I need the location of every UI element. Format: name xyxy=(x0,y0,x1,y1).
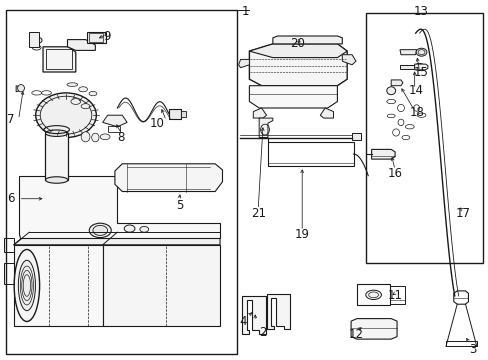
Ellipse shape xyxy=(81,104,90,109)
Text: 14: 14 xyxy=(408,84,423,97)
Bar xyxy=(181,111,185,117)
Ellipse shape xyxy=(81,132,90,142)
Ellipse shape xyxy=(89,91,97,96)
Text: 7: 7 xyxy=(7,113,15,126)
Bar xyxy=(89,33,103,42)
Polygon shape xyxy=(259,118,272,138)
Ellipse shape xyxy=(414,63,424,71)
Text: 21: 21 xyxy=(250,207,265,220)
Ellipse shape xyxy=(67,83,78,86)
Bar xyxy=(351,133,360,140)
Ellipse shape xyxy=(365,290,381,300)
Text: 10: 10 xyxy=(150,117,164,130)
Polygon shape xyxy=(249,44,346,58)
Ellipse shape xyxy=(140,226,148,232)
Polygon shape xyxy=(390,80,402,86)
Text: 6: 6 xyxy=(7,192,15,205)
Ellipse shape xyxy=(92,133,99,142)
Ellipse shape xyxy=(386,87,395,95)
Bar xyxy=(87,32,105,43)
Polygon shape xyxy=(399,65,414,69)
Ellipse shape xyxy=(18,85,24,92)
Polygon shape xyxy=(14,232,220,245)
Circle shape xyxy=(36,93,96,138)
Polygon shape xyxy=(414,64,427,70)
Polygon shape xyxy=(43,47,76,72)
Polygon shape xyxy=(249,86,337,108)
Text: 12: 12 xyxy=(348,328,363,341)
Ellipse shape xyxy=(71,99,81,104)
Ellipse shape xyxy=(100,134,110,140)
Ellipse shape xyxy=(79,87,87,92)
Polygon shape xyxy=(29,32,39,47)
Text: 2: 2 xyxy=(259,327,266,339)
Polygon shape xyxy=(266,294,290,329)
Text: 3: 3 xyxy=(468,343,476,356)
Bar xyxy=(356,284,389,305)
Text: 5: 5 xyxy=(176,199,183,212)
Polygon shape xyxy=(14,245,102,326)
Bar xyxy=(45,133,68,180)
Polygon shape xyxy=(115,164,222,192)
Ellipse shape xyxy=(93,225,107,235)
Text: 11: 11 xyxy=(387,289,402,302)
Ellipse shape xyxy=(89,223,111,238)
Ellipse shape xyxy=(19,260,35,311)
Polygon shape xyxy=(19,176,220,238)
Text: 1: 1 xyxy=(241,5,249,18)
Text: 16: 16 xyxy=(387,167,402,180)
Text: 9: 9 xyxy=(102,30,110,43)
Text: 19: 19 xyxy=(294,228,309,241)
Ellipse shape xyxy=(45,177,68,183)
Polygon shape xyxy=(102,245,220,326)
Text: 17: 17 xyxy=(455,207,470,220)
Polygon shape xyxy=(16,86,23,92)
Bar xyxy=(389,286,404,304)
Polygon shape xyxy=(238,59,249,68)
Polygon shape xyxy=(342,55,355,65)
Ellipse shape xyxy=(45,130,68,136)
Polygon shape xyxy=(399,50,416,55)
Ellipse shape xyxy=(415,48,426,56)
Bar xyxy=(365,13,482,263)
Polygon shape xyxy=(272,36,342,44)
Polygon shape xyxy=(320,108,333,118)
Polygon shape xyxy=(371,149,394,159)
Text: 8: 8 xyxy=(117,131,125,144)
Polygon shape xyxy=(242,296,265,334)
Polygon shape xyxy=(253,108,266,118)
Bar xyxy=(168,109,181,119)
Polygon shape xyxy=(350,319,396,339)
Bar xyxy=(107,126,120,132)
Bar xyxy=(46,49,72,69)
Text: 20: 20 xyxy=(289,37,304,50)
Bar xyxy=(6,10,236,354)
Text: 4: 4 xyxy=(239,315,247,328)
Polygon shape xyxy=(67,40,95,50)
Ellipse shape xyxy=(31,37,42,44)
Ellipse shape xyxy=(124,225,135,232)
Polygon shape xyxy=(249,44,346,86)
Bar xyxy=(267,142,353,166)
Polygon shape xyxy=(102,115,127,127)
Text: 13: 13 xyxy=(413,5,428,18)
Text: 15: 15 xyxy=(413,66,428,79)
Ellipse shape xyxy=(14,249,40,321)
Text: 18: 18 xyxy=(408,106,423,119)
